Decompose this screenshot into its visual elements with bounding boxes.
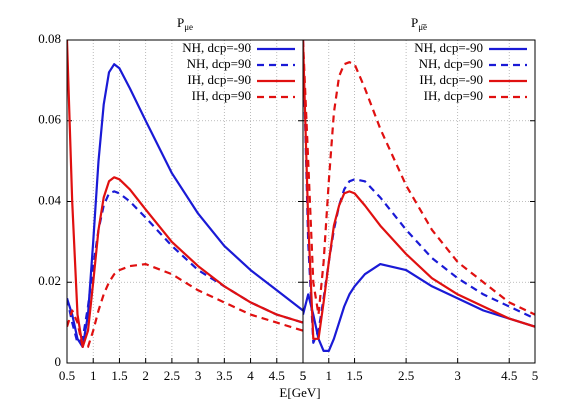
title-main: P (411, 15, 418, 30)
y-tick-label: 0 (55, 354, 62, 369)
legend-label: NH, dcp=90 (187, 56, 251, 71)
series-line (303, 40, 535, 344)
legend-label: IH, dcp=90 (424, 88, 483, 103)
x-tick-label: 2.5 (398, 368, 414, 383)
series-line (303, 40, 535, 340)
title-sub: μe (184, 22, 193, 32)
x-tick-label: 3 (454, 368, 461, 383)
x-tick-label: 2.5 (164, 368, 180, 383)
legend-label: IH, dcp=-90 (187, 72, 251, 87)
x-tick-label: 4.5 (501, 368, 517, 383)
x-tick-label: 1 (90, 368, 97, 383)
x-tick-label: 5 (532, 368, 539, 383)
x-tick-label: 1.5 (111, 368, 127, 383)
y-tick-label: 0.06 (38, 112, 61, 127)
plot-frame (302, 39, 536, 364)
legend-label: NH, dcp=-90 (414, 40, 483, 55)
x-tick-label: 0.5 (59, 368, 75, 383)
x-tick-label: 1.5 (346, 368, 362, 383)
y-tick-label: 0.08 (38, 31, 61, 46)
plot-area (67, 40, 303, 348)
plot-area (303, 40, 535, 352)
x-tick-label: 5 (300, 368, 307, 383)
x-tick-label: 2 (142, 368, 149, 383)
legend-label: IH, dcp=90 (192, 88, 251, 103)
legend-label: NH, dcp=-90 (182, 40, 251, 55)
legend-label: NH, dcp=90 (419, 56, 483, 71)
y-tick-label: 0.04 (38, 192, 61, 207)
series-line (303, 40, 535, 316)
title-main: P (177, 15, 184, 30)
panel-title: Pμe (177, 15, 193, 32)
series-line (67, 40, 303, 348)
x-axis-label: E[GeV] (279, 385, 320, 400)
x-tick-label: 3.5 (216, 368, 232, 383)
series-line (303, 263, 535, 352)
x-tick-label: 4 (247, 368, 254, 383)
x-tick-label: 5 (300, 368, 307, 383)
x-tick-label: 3 (195, 368, 202, 383)
series-line (67, 263, 303, 348)
y-tick-label: 0.02 (38, 273, 61, 288)
legend-label: IH, dcp=-90 (419, 72, 483, 87)
title-sub: μ̄ē (418, 22, 427, 32)
x-tick-label: 1 (326, 368, 333, 383)
x-tick-label: 4.5 (269, 368, 285, 383)
panel-title: Pμ̄ē (411, 15, 427, 32)
